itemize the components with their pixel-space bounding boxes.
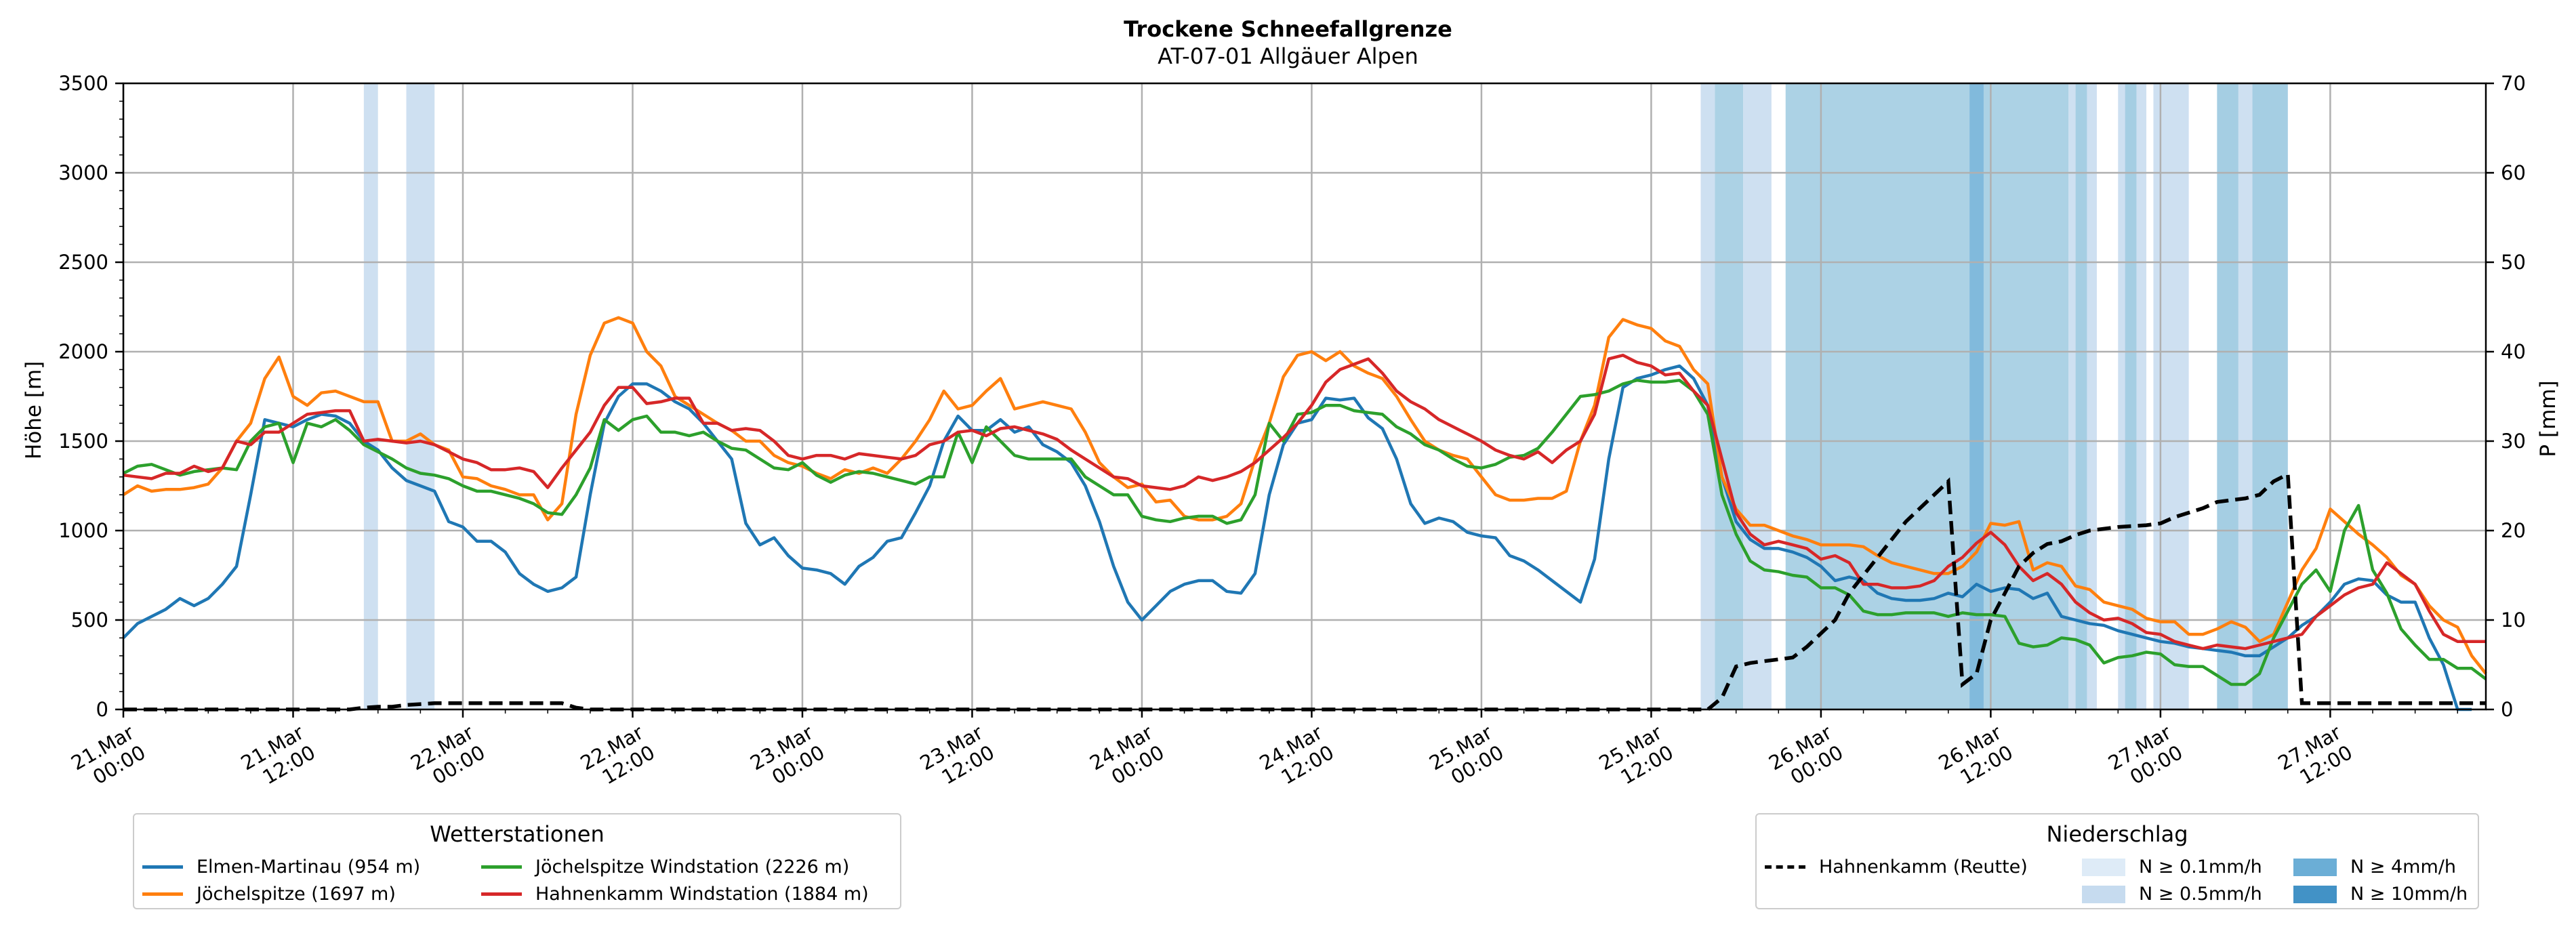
y-tick-label: 2000 — [58, 340, 108, 363]
y-tick-label: 3000 — [58, 161, 108, 184]
x-tick-label: 23.Mar00:00 — [746, 721, 828, 795]
series-line-1 — [122, 316, 2487, 675]
legend-patch — [2082, 885, 2125, 903]
y-tick-label: 500 — [71, 608, 108, 632]
chart-subtitle: AT-07-01 Allgäuer Alpen — [1158, 43, 1418, 69]
y-right-tick-label: 70 — [2501, 72, 2526, 95]
x-tick-label: 26.Mar00:00 — [1765, 721, 1847, 795]
precip-band — [1743, 83, 1772, 709]
y-tick-label: 0 — [96, 698, 108, 721]
legend-swatch — [481, 865, 522, 869]
legend-swatch — [481, 892, 522, 896]
precip-band — [363, 83, 378, 709]
y-tick-label: 1500 — [58, 430, 108, 453]
legend-label: Hahnenkamm Windstation (1884 m) — [535, 884, 869, 905]
x-tick-label: 24.Mar00:00 — [1086, 721, 1168, 795]
precip-band — [1700, 83, 1715, 709]
y-tick-label: 3500 — [58, 72, 108, 95]
legend-stations: Wetterstationen Elmen-Martinau (954 m) J… — [133, 813, 901, 909]
legend-stations-title: Wetterstationen — [430, 821, 605, 847]
x-tick-label: 26.Mar12:00 — [1935, 721, 2017, 795]
y-axis-label-left: Höhe [m] — [22, 360, 46, 459]
legend-patch — [2082, 858, 2125, 876]
x-tick-label: 27.Mar00:00 — [2104, 721, 2186, 795]
legend-item-joechelspitze-wind: Jöchelspitze Windstation (2226 m) — [481, 856, 849, 878]
series-line-3 — [123, 354, 2486, 651]
y-tick-label: 2500 — [58, 251, 108, 274]
x-tick-label: 25.Mar12:00 — [1595, 721, 1677, 795]
chart-title: Trockene Schneefallgrenze — [1124, 16, 1452, 42]
y-right-tick-label: 60 — [2501, 161, 2526, 184]
legend-label: N ≥ 10mm/h — [2350, 884, 2468, 905]
legend-item-precip-2: N ≥ 4mm/h — [2293, 856, 2456, 878]
precip-band — [406, 83, 435, 709]
y-right-tick-label: 0 — [2501, 698, 2513, 721]
legend-label: N ≥ 0.1mm/h — [2139, 856, 2262, 878]
legend-precipitation: Niederschlag Hahnenkamm (Reutte) N ≥ 0.1… — [1755, 813, 2479, 909]
y-axis-label-right: P [mm] — [2536, 380, 2560, 457]
x-tick-label: 21.Mar00:00 — [67, 721, 149, 795]
y-right-tick-label: 20 — [2501, 519, 2526, 542]
legend-item-joechelspitze: Jöchelspitze (1697 m) — [142, 884, 396, 905]
precip-line — [123, 471, 2486, 711]
precip-band — [2252, 83, 2288, 709]
plot-frame — [122, 82, 2487, 711]
legend-patch — [2293, 885, 2337, 903]
legend-item-hahnenkamm-wind: Hahnenkamm Windstation (1884 m) — [481, 884, 869, 905]
x-tick-label: 22.Mar00:00 — [407, 721, 489, 795]
x-tick-label: 27.Mar12:00 — [2274, 721, 2356, 795]
x-tick-label: 22.Mar12:00 — [577, 721, 659, 795]
x-tick-label: 25.Mar00:00 — [1425, 721, 1507, 795]
precip-band — [2153, 83, 2189, 709]
legend-item-precip-1: N ≥ 0.5mm/h — [2082, 884, 2262, 905]
x-tick-label: 23.Mar12:00 — [916, 721, 998, 795]
legend-swatch — [142, 865, 183, 869]
y-tick-label: 1000 — [58, 519, 108, 542]
legend-item-elmen: Elmen-Martinau (954 m) — [142, 856, 420, 878]
legend-label: Hahnenkamm (Reutte) — [1819, 856, 2028, 878]
y-right-tick-label: 10 — [2501, 608, 2526, 632]
precip-band — [2217, 83, 2238, 709]
legend-item-hahnenkamm-reutte: Hahnenkamm (Reutte) — [1765, 856, 2028, 878]
legend-swatch — [1765, 865, 1805, 869]
precip-band — [1969, 83, 1984, 709]
legend-label: N ≥ 4mm/h — [2350, 856, 2456, 878]
legend-swatch — [142, 892, 183, 896]
y-right-tick-label: 40 — [2501, 340, 2526, 363]
legend-patch — [2293, 858, 2337, 876]
legend-item-precip-3: N ≥ 10mm/h — [2293, 884, 2468, 905]
x-tick-label: 21.Mar12:00 — [237, 721, 319, 795]
precip-band — [1715, 83, 1744, 709]
y-right-tick-label: 30 — [2501, 430, 2526, 453]
x-tick-label: 24.Mar12:00 — [1256, 721, 1338, 795]
y-right-tick-label: 50 — [2501, 251, 2526, 274]
legend-label: N ≥ 0.5mm/h — [2139, 884, 2262, 905]
legend-label: Jöchelspitze (1697 m) — [197, 884, 396, 905]
legend-label: Jöchelspitze Windstation (2226 m) — [535, 856, 850, 878]
precip-band — [1785, 83, 1970, 709]
legend-label: Elmen-Martinau (954 m) — [197, 856, 421, 878]
precip-band — [2075, 83, 2087, 709]
precip-band — [2125, 83, 2137, 709]
legend-precip-title: Niederschlag — [2046, 821, 2188, 847]
legend-item-precip-0: N ≥ 0.1mm/h — [2082, 856, 2262, 878]
